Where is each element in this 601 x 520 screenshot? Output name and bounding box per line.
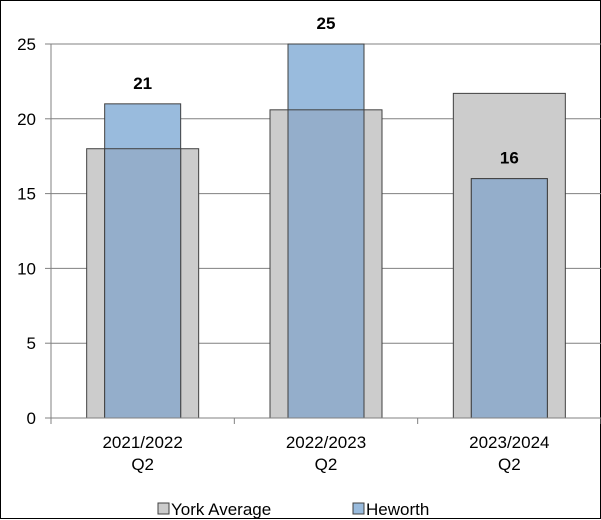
- axes: 0 5 10 15 20 25: [17, 35, 601, 428]
- legend-swatch: [157, 502, 170, 515]
- bar-overlap: [287, 109, 365, 419]
- x-tick-label: Q2: [131, 455, 154, 474]
- y-tick-label: 15: [17, 185, 36, 204]
- y-tick-label: 25: [17, 35, 36, 54]
- x-tick-label: Q2: [315, 455, 338, 474]
- bar-overlap: [104, 148, 182, 419]
- x-tick-label: 2023/2024: [469, 433, 549, 452]
- x-tick-label: Q2: [498, 455, 521, 474]
- x-tick-label: 2022/2023: [286, 433, 366, 452]
- y-tick-label: 20: [17, 110, 36, 129]
- y-tick-label: 10: [17, 259, 36, 278]
- data-label-heworth: 25: [317, 14, 336, 33]
- y-tick-label: 0: [27, 409, 36, 428]
- bars: [86, 43, 566, 419]
- labels: 21 2021/2022 Q2 25 2022/2023 Q2 16 2023/2024 Q2: [102, 14, 549, 474]
- y-tick-label: 5: [27, 334, 36, 353]
- legend: York Average Heworth: [157, 500, 429, 519]
- bar-overlap: [470, 178, 548, 419]
- x-tick-label: 2021/2022: [102, 433, 182, 452]
- data-label-heworth: 21: [133, 74, 152, 93]
- legend-swatch: [352, 502, 365, 515]
- data-label-heworth: 16: [500, 149, 519, 168]
- legend-label: Heworth: [366, 500, 429, 519]
- legend-label: York Average: [171, 500, 271, 519]
